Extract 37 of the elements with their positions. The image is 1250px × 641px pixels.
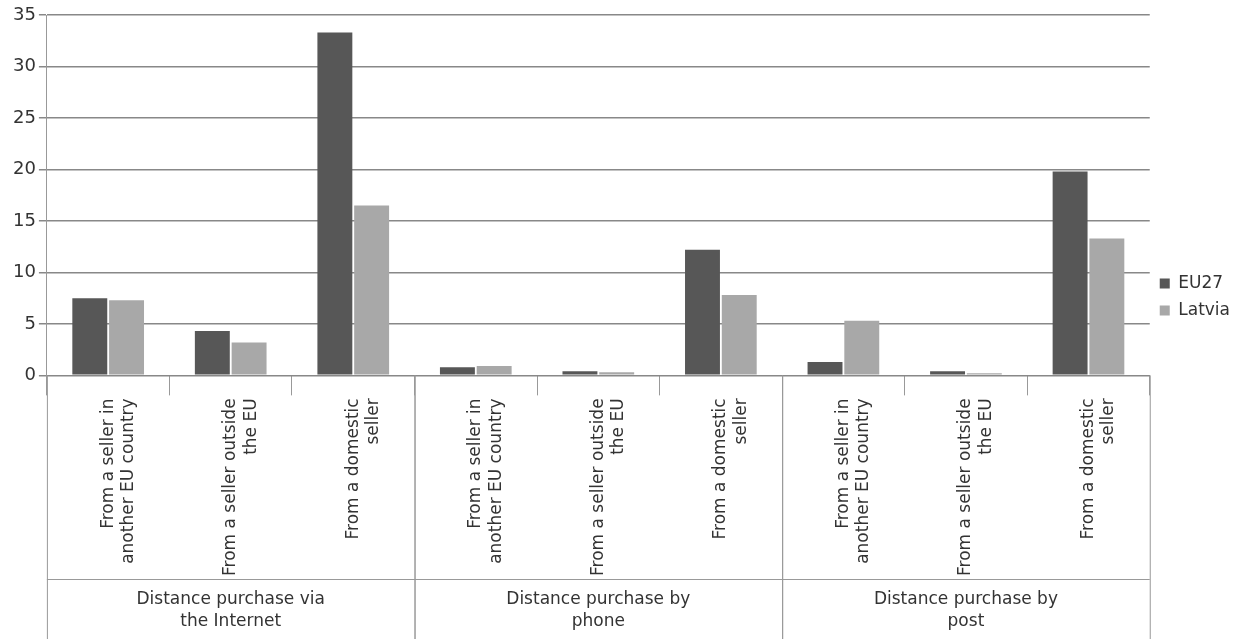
bar xyxy=(807,361,843,375)
y-tick-label: 15 xyxy=(13,208,36,230)
x-tick-label: From a domestic seller xyxy=(341,398,383,540)
y-tick-label: 10 xyxy=(13,260,36,282)
bar xyxy=(231,342,267,375)
bar xyxy=(721,295,757,375)
y-tick-label: 20 xyxy=(13,157,36,179)
bar xyxy=(354,205,390,375)
legend-label: Latvia xyxy=(1178,298,1231,319)
bar xyxy=(1052,171,1088,375)
text: Distance purchase by post xyxy=(873,587,1058,630)
bar xyxy=(439,367,475,375)
bar xyxy=(685,249,720,375)
x-tick-label: From a seller outside the EU xyxy=(954,398,995,577)
x-tick-label: From a seller in another EU country xyxy=(96,398,137,564)
y-tick-label: 5 xyxy=(24,311,36,333)
x-tick-label: From a domestic seller xyxy=(1076,398,1118,540)
text: Distance purchase via the Internet xyxy=(136,587,325,630)
y-tick-label: 35 xyxy=(13,2,36,24)
bar xyxy=(844,320,880,375)
x-tick-label: From a seller outside the EU xyxy=(219,398,260,577)
bar xyxy=(317,32,353,375)
y-tick-label: 0 xyxy=(24,363,36,385)
bar xyxy=(930,371,966,375)
bar xyxy=(599,372,635,375)
x-tick-label: From a seller outside the EU xyxy=(586,398,628,577)
y-tick-label: 30 xyxy=(13,54,36,76)
bar xyxy=(109,300,145,375)
bar xyxy=(562,371,598,375)
bar xyxy=(72,298,108,375)
x-tick-label: From a domestic seller xyxy=(709,398,750,540)
bar xyxy=(1089,238,1125,375)
y-tick-label: 25 xyxy=(13,105,36,127)
legend-label: EU27 xyxy=(1178,271,1224,292)
bar xyxy=(194,331,230,375)
bar xyxy=(476,366,512,375)
text: Distance purchase by phone xyxy=(506,587,691,630)
